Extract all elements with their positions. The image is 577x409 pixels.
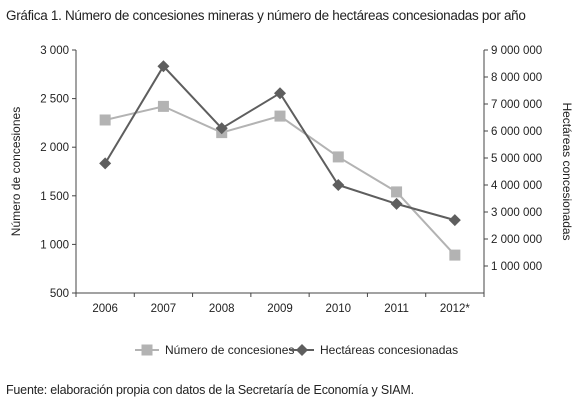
x-tick-label: 2007 [151, 303, 177, 315]
chart-axes: 500 1 000 1 500 2 000 2 500 3 000 1 000 000 2 0… [9, 45, 574, 315]
legend-swatch-marker [296, 344, 308, 356]
right-tick-label: 2 000 000 [491, 234, 542, 246]
x-tick-label: 2006 [92, 303, 118, 315]
right-tick-label: 7 000 000 [491, 99, 542, 111]
right-tick-label: 4 000 000 [491, 180, 542, 192]
right-tick-label: 6 000 000 [491, 126, 542, 138]
hectareas-point [448, 214, 461, 227]
concesiones-point [391, 186, 403, 198]
concesiones-point [99, 114, 111, 126]
hectareas-point [157, 60, 170, 73]
hectareas-point [332, 179, 345, 191]
left-axis-label: Número de concesiones [9, 107, 23, 236]
chart-lines [99, 60, 461, 261]
concesiones-point [157, 100, 169, 112]
hectareas-point [99, 157, 112, 170]
right-tick-label: 1 000 000 [491, 261, 542, 273]
right-tick-label: 8 000 000 [491, 72, 542, 84]
x-tick-label: 2008 [209, 303, 235, 315]
chart-title: Gráfica 1. Número de concesiones mineras… [6, 8, 526, 23]
series-line [104, 105, 456, 256]
legend-swatch-marker [141, 344, 153, 356]
chart-legend: Número de concesiones Hectáreas concesion… [135, 343, 458, 357]
right-tick-label: 9 000 000 [491, 45, 542, 57]
left-tick-label: 2 000 [40, 142, 69, 154]
x-tick-label: 2009 [267, 303, 293, 315]
concesiones-point [274, 110, 286, 122]
x-tick-label: 2011 [384, 303, 409, 315]
left-tick-label: 2 500 [40, 94, 69, 106]
hectareas-point [274, 87, 286, 100]
left-tick-label: 500 [50, 288, 69, 300]
source-note: Fuente: elaboración propia con datos de … [6, 383, 414, 397]
hectareas-point [215, 122, 228, 135]
right-axis-label: Hectáreas concesionadas [560, 102, 574, 240]
x-tick-label: 2012* [440, 303, 471, 315]
left-tick-label: 3 000 [40, 45, 69, 57]
concesiones-point [332, 151, 344, 163]
right-tick-label: 3 000 000 [491, 207, 542, 219]
legend-entry-label: Hectáreas concesionadas [320, 343, 458, 357]
left-tick-label: 1 000 [40, 239, 69, 251]
right-tick-label: 5 000 000 [491, 153, 542, 165]
hectareas-point [390, 197, 403, 210]
x-tick-label: 2010 [325, 303, 351, 315]
left-tick-label: 1 500 [40, 191, 69, 203]
legend-entry-label: Número de concesiones [165, 343, 294, 357]
concesiones-point [449, 249, 461, 261]
